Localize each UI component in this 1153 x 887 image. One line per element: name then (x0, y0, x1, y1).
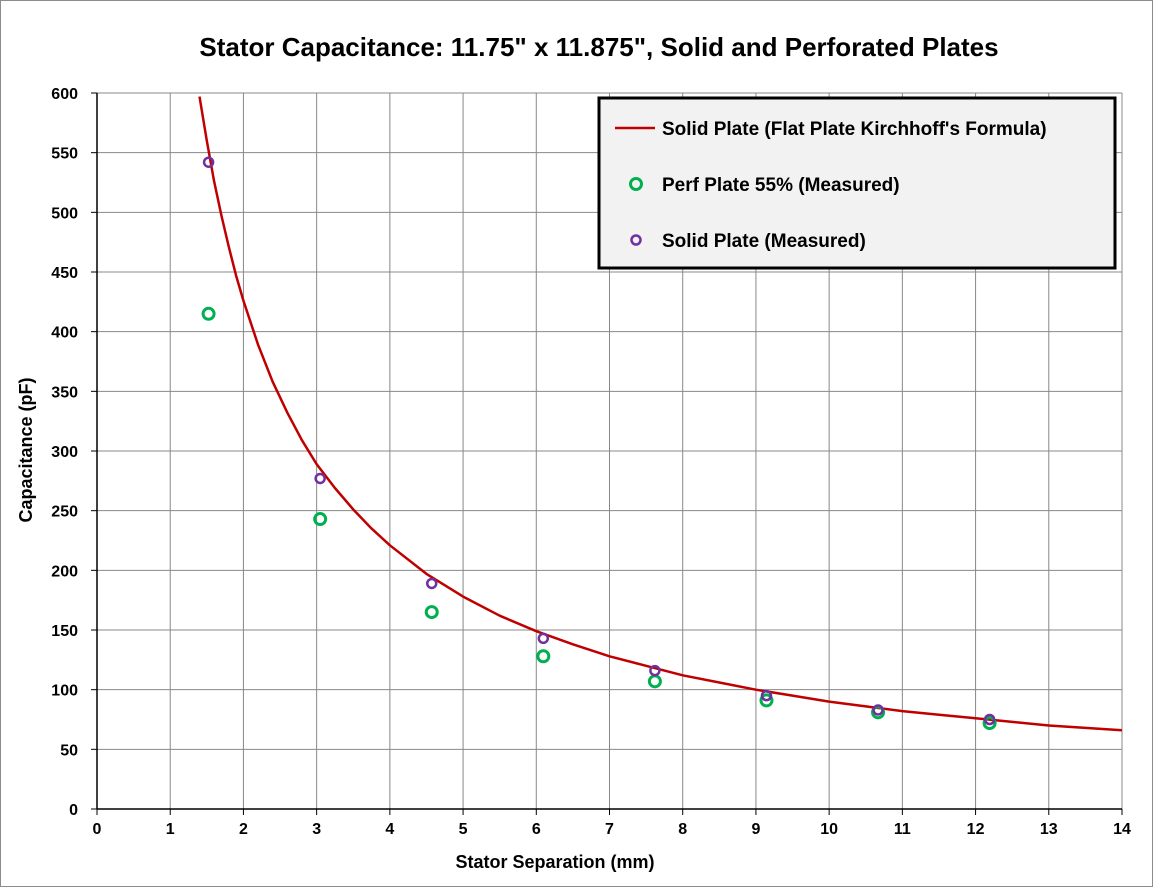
solid-plate-point (202, 156, 215, 168)
perf-plate-point (201, 306, 216, 321)
legend-label: Perf Plate 55% (Measured) (662, 175, 900, 196)
y-tick-label: 150 (51, 623, 78, 640)
axes (91, 92, 1123, 815)
legend-entries: Solid Plate (Flat Plate Kirchhoff's Form… (615, 119, 1047, 252)
solid-plate-point (537, 632, 550, 645)
solid-plate-point (983, 713, 996, 726)
legend-perf-marker (629, 177, 643, 191)
x-tick-label: 6 (532, 821, 541, 838)
y-tick-label: 500 (51, 205, 78, 222)
x-tick-label: 10 (820, 821, 838, 838)
chart-title: Stator Capacitance: 11.75" x 11.875", So… (199, 32, 998, 62)
solid-plate-point (872, 704, 884, 716)
perf-plate-point (759, 693, 774, 708)
x-tick-label: 3 (312, 821, 321, 838)
x-tick-label: 11 (894, 821, 911, 838)
y-tick-label: 50 (60, 742, 78, 759)
perf-plate-point (871, 705, 886, 720)
y-tick-label: 0 (69, 802, 78, 819)
x-tick-label: 13 (1040, 821, 1058, 838)
x-tick-label: 9 (751, 821, 760, 838)
perf-plate-point (982, 716, 997, 731)
x-axis-label: Stator Separation (mm) (455, 852, 654, 872)
legend-solid-marker (630, 234, 642, 246)
x-tick-label: 8 (678, 821, 687, 838)
series-0 (198, 96, 1122, 732)
y-tick-label: 300 (51, 444, 78, 461)
legend-label: Solid Plate (Flat Plate Kirchhoff's Form… (662, 119, 1047, 140)
y-tick-label: 100 (51, 683, 78, 700)
solid-plate-formula-line (198, 96, 1122, 732)
solid-plate-point (425, 577, 438, 590)
perf-plate-point (424, 605, 439, 620)
y-tick-label: 250 (51, 504, 78, 521)
solid-plate-point (314, 472, 326, 485)
y-tick-label: 600 (51, 86, 78, 103)
series-layer (198, 96, 1122, 732)
legend-box (597, 96, 1117, 270)
y-tick-labels: 0 50 100 150 200 250 300 350 400 450 500 550 600 (51, 86, 78, 819)
solid-plate-point (649, 664, 661, 677)
y-axis-label: Capacitance (pF) (16, 377, 36, 522)
y-tick-label: 350 (51, 384, 78, 401)
legend-label: Solid Plate (Measured) (662, 231, 866, 252)
y-tick-label: 200 (51, 563, 78, 580)
x-tick-label: 0 (93, 821, 102, 838)
y-tick-label: 400 (51, 325, 78, 342)
perf-plate-point (313, 512, 328, 527)
y-tick-label: 450 (51, 265, 78, 282)
perf-plate-point (536, 649, 551, 664)
x-tick-label: 2 (239, 821, 248, 838)
series-1 (201, 306, 997, 731)
x-tick-label: 5 (459, 821, 468, 838)
x-tick-label: 4 (385, 821, 394, 838)
legend: Solid Plate (Flat Plate Kirchhoff's Form… (597, 96, 1117, 270)
x-tick-label: 14 (1113, 821, 1131, 838)
x-tick-labels: 0 1 2 3 4 5 6 7 8 9 10 11 12 13 14 (93, 821, 1131, 838)
x-tick-label: 7 (605, 821, 614, 838)
solid-plate-point (760, 689, 773, 702)
series-2 (202, 156, 996, 726)
perf-plate-point (647, 674, 662, 689)
x-tick-label: 12 (967, 821, 985, 838)
y-tick-label: 550 (51, 146, 78, 163)
x-tick-label: 1 (166, 821, 175, 838)
